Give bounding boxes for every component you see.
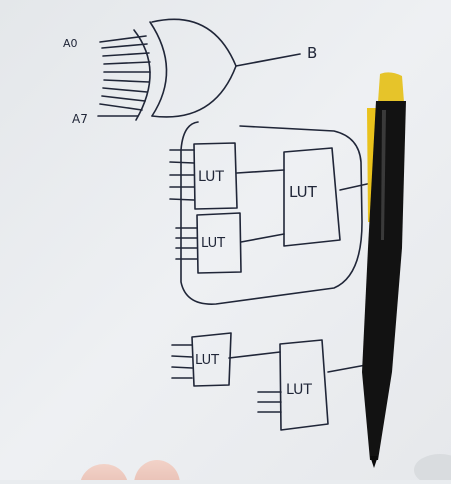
lut-label-2-second: LUT <box>286 382 312 398</box>
lut-box-1-bottom <box>196 212 242 274</box>
lut-box-combiner <box>283 147 341 247</box>
pen-highlight <box>381 110 386 240</box>
pen-body <box>362 101 406 460</box>
second-output-wire <box>327 364 367 373</box>
xor-top-curve <box>151 18 237 67</box>
wire-bottom-to-combiner <box>240 233 285 243</box>
lut-group-2 <box>171 332 367 431</box>
xor-input-first-label: A0 <box>63 37 78 50</box>
xor-output-wire <box>235 53 301 67</box>
pen-tip <box>370 456 378 468</box>
xor-bottom-curve <box>151 65 237 118</box>
lut-box-2-second-inputs <box>257 391 282 413</box>
lut-box-1-bottom-inputs <box>175 227 198 260</box>
lut-group-1 <box>169 121 377 305</box>
lut-box-1-top-inputs <box>169 149 195 201</box>
lut-box-2-first <box>191 332 232 387</box>
wire-top-to-combiner <box>236 169 285 174</box>
wire-first-to-second <box>228 351 281 359</box>
pen-cap <box>378 72 404 102</box>
lut-label-combiner: LUT <box>289 183 318 201</box>
xor-back-curve <box>149 21 168 117</box>
fingertips <box>80 454 451 484</box>
lut-label-1-bottom: LUT <box>201 236 225 251</box>
xor-input-wires <box>97 35 151 117</box>
lut-label-1-top: LUT <box>198 169 224 185</box>
pen <box>362 72 406 468</box>
lut-label-2-first: LUT <box>195 353 219 368</box>
xor-input-last-label: A7 <box>72 112 88 126</box>
xor-output-label: B <box>307 44 317 62</box>
lut-box-2-first-inputs <box>171 344 193 379</box>
